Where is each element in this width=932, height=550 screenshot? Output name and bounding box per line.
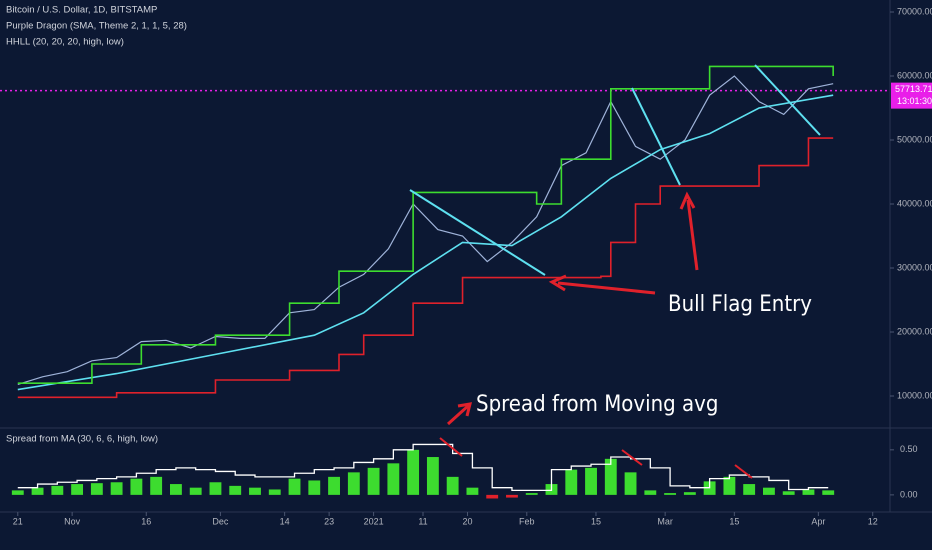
- price-line: [17, 75, 834, 386]
- histogram-bar: [347, 472, 360, 495]
- y-tick-label: 60000.00: [897, 70, 932, 80]
- price-label-box: [891, 82, 932, 109]
- arrow-head: [457, 402, 473, 417]
- y-tick-label: 70000.00: [897, 6, 932, 16]
- histogram-bar: [802, 489, 815, 495]
- histogram-bar: [51, 485, 64, 495]
- x-tick-label: 12: [868, 516, 878, 526]
- histogram-bar: [585, 467, 597, 495]
- x-tick-label: 20: [462, 516, 472, 526]
- indicator-line: [17, 94, 834, 391]
- spread-pane: 0.50 0.00: [11, 443, 918, 499]
- countdown: 13:01:30: [897, 96, 932, 106]
- histogram-bar: [762, 487, 775, 495]
- arrow: [686, 199, 699, 271]
- histogram-bar: [229, 485, 242, 495]
- histogram-bar: [387, 463, 400, 495]
- y-tick-label: 30000.00: [897, 262, 932, 272]
- histogram-bar: [288, 478, 301, 495]
- histogram-bar: [90, 483, 103, 495]
- x-tick-label: 15: [591, 516, 601, 526]
- annotation: Spread from Moving avg: [476, 392, 718, 417]
- indicator-legend: Purple Dragon (SMA, Theme 2, 1, 1, 5, 28…: [6, 21, 187, 32]
- x-tick-label: 14: [280, 516, 290, 526]
- x-tick-label: 15: [729, 516, 739, 526]
- divergence-line: [439, 437, 463, 457]
- x-tick-label: 2021: [364, 516, 384, 526]
- flag-line: [754, 64, 821, 136]
- indicator-line: [17, 65, 834, 384]
- flag-line: [631, 87, 681, 186]
- histogram-bar: [723, 476, 736, 495]
- annotation: Bull Flag Entry: [668, 292, 812, 317]
- histogram-bar: [11, 490, 24, 495]
- histogram-bar: [466, 487, 479, 495]
- arrow-head: [679, 191, 696, 210]
- x-tick-label: Nov: [64, 516, 81, 526]
- histogram-bar: [624, 472, 637, 495]
- y-tick-label: 50000.00: [897, 134, 932, 144]
- symbol-title: Bitcoin / U.S. Dollar, 1D, BITSTAMP: [6, 5, 157, 16]
- histogram-bar: [565, 469, 578, 495]
- histogram-bar: [683, 492, 696, 495]
- histogram-bar: [169, 484, 182, 495]
- x-tick-label: Dec: [212, 516, 229, 526]
- divergence-line: [734, 464, 753, 479]
- histogram-bar: [150, 476, 163, 495]
- histogram-bar: [249, 487, 261, 495]
- histogram-bar: [426, 457, 439, 495]
- histogram-bar: [782, 491, 795, 495]
- histogram-bar: [209, 482, 222, 495]
- y-tick-label: 0.00: [900, 489, 918, 499]
- histogram-bar: [604, 458, 617, 495]
- histogram-bar: [743, 484, 756, 495]
- histogram-bar: [486, 494, 499, 499]
- histogram-bar: [130, 478, 143, 495]
- y-tick-label: 0.50: [900, 444, 918, 454]
- histogram-bar: [407, 449, 420, 495]
- y-tick-label: 20000.00: [897, 326, 932, 336]
- histogram-bar: [268, 489, 281, 495]
- histogram-bar: [189, 487, 202, 495]
- arrow-head: [548, 274, 567, 292]
- x-tick-label: 21: [13, 516, 23, 526]
- indicator-line: [17, 137, 834, 399]
- histogram-bar: [328, 476, 340, 495]
- x-tick-label: 11: [418, 516, 427, 526]
- histogram-bar: [664, 493, 677, 495]
- histogram-bar: [822, 490, 835, 495]
- arrow: [557, 281, 656, 295]
- y-tick-label: 10000.00: [897, 390, 932, 400]
- x-tick-label: 23: [324, 516, 334, 526]
- x-tick-label: Apr: [811, 516, 825, 526]
- histogram-bar: [446, 476, 459, 495]
- spread-line: [17, 443, 829, 492]
- price-label: 57713.71: [895, 84, 932, 94]
- histogram-bar: [110, 482, 123, 495]
- x-tick-label: Feb: [519, 516, 535, 526]
- histogram-bar: [71, 484, 84, 495]
- histogram-bar: [31, 487, 44, 495]
- main-pane: 10000.00 20000.00 30000.00 40000.00 50000.00…: [0, 6, 932, 526]
- arrow: [446, 404, 470, 426]
- histogram-bar: [525, 493, 538, 495]
- histogram-bar: [644, 490, 657, 495]
- x-tick-label: 16: [141, 516, 151, 526]
- flag-line: [409, 189, 546, 276]
- indicator-legend: Spread from MA (30, 6, 6, high, low): [6, 434, 158, 445]
- indicator-legend: HHLL (20, 20, 20, high, low): [6, 37, 124, 48]
- histogram-bar: [367, 467, 380, 495]
- divergence-line: [621, 449, 643, 466]
- histogram-bar: [506, 494, 518, 498]
- histogram-bar: [308, 480, 321, 495]
- x-tick-label: Mar: [657, 516, 673, 526]
- drawings: [409, 64, 821, 479]
- y-tick-label: 40000.00: [897, 198, 932, 208]
